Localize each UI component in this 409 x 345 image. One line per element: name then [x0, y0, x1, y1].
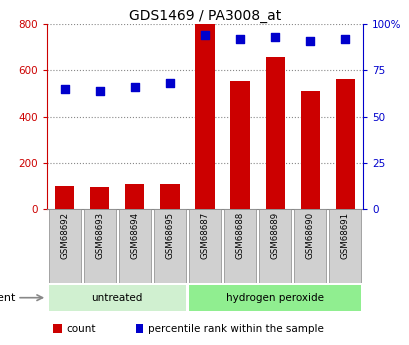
Point: [131, 84, 138, 90]
Text: GSM68689: GSM68689: [270, 212, 279, 259]
Bar: [125, 184, 144, 209]
Text: GSM68687: GSM68687: [200, 212, 209, 259]
Text: GSM68691: GSM68691: [340, 212, 349, 259]
Text: GSM68693: GSM68693: [95, 212, 104, 259]
Text: percentile rank within the sample: percentile rank within the sample: [147, 324, 323, 334]
Bar: [135, 324, 143, 334]
Text: GSM68695: GSM68695: [165, 212, 174, 259]
Bar: [53, 324, 62, 334]
Text: agent: agent: [0, 293, 16, 303]
Bar: [160, 184, 179, 209]
FancyBboxPatch shape: [224, 209, 255, 283]
FancyBboxPatch shape: [189, 209, 220, 283]
FancyBboxPatch shape: [258, 209, 290, 283]
Point: [166, 81, 173, 86]
Point: [201, 32, 208, 38]
Point: [341, 36, 348, 42]
Text: untreated: untreated: [91, 293, 143, 303]
FancyBboxPatch shape: [83, 209, 115, 283]
Text: hydrogen peroxide: hydrogen peroxide: [226, 293, 324, 303]
Bar: [300, 91, 319, 209]
Bar: [335, 79, 354, 209]
Point: [306, 38, 313, 43]
Bar: [90, 187, 109, 209]
Bar: [265, 57, 284, 209]
Text: GSM68690: GSM68690: [305, 212, 314, 259]
FancyBboxPatch shape: [119, 209, 151, 283]
FancyBboxPatch shape: [328, 209, 360, 283]
Point: [271, 34, 278, 40]
Text: count: count: [67, 324, 96, 334]
Point: [96, 88, 103, 93]
FancyBboxPatch shape: [189, 285, 360, 310]
Bar: [195, 24, 214, 209]
FancyBboxPatch shape: [294, 209, 326, 283]
FancyBboxPatch shape: [154, 209, 185, 283]
Title: GDS1469 / PA3008_at: GDS1469 / PA3008_at: [128, 9, 281, 23]
Text: GSM68694: GSM68694: [130, 212, 139, 259]
Bar: [230, 81, 249, 209]
FancyBboxPatch shape: [49, 285, 185, 310]
Bar: [55, 186, 74, 209]
Point: [61, 86, 68, 92]
Point: [236, 36, 243, 42]
Text: GSM68692: GSM68692: [60, 212, 69, 259]
Text: GSM68688: GSM68688: [235, 212, 244, 259]
FancyBboxPatch shape: [49, 209, 81, 283]
